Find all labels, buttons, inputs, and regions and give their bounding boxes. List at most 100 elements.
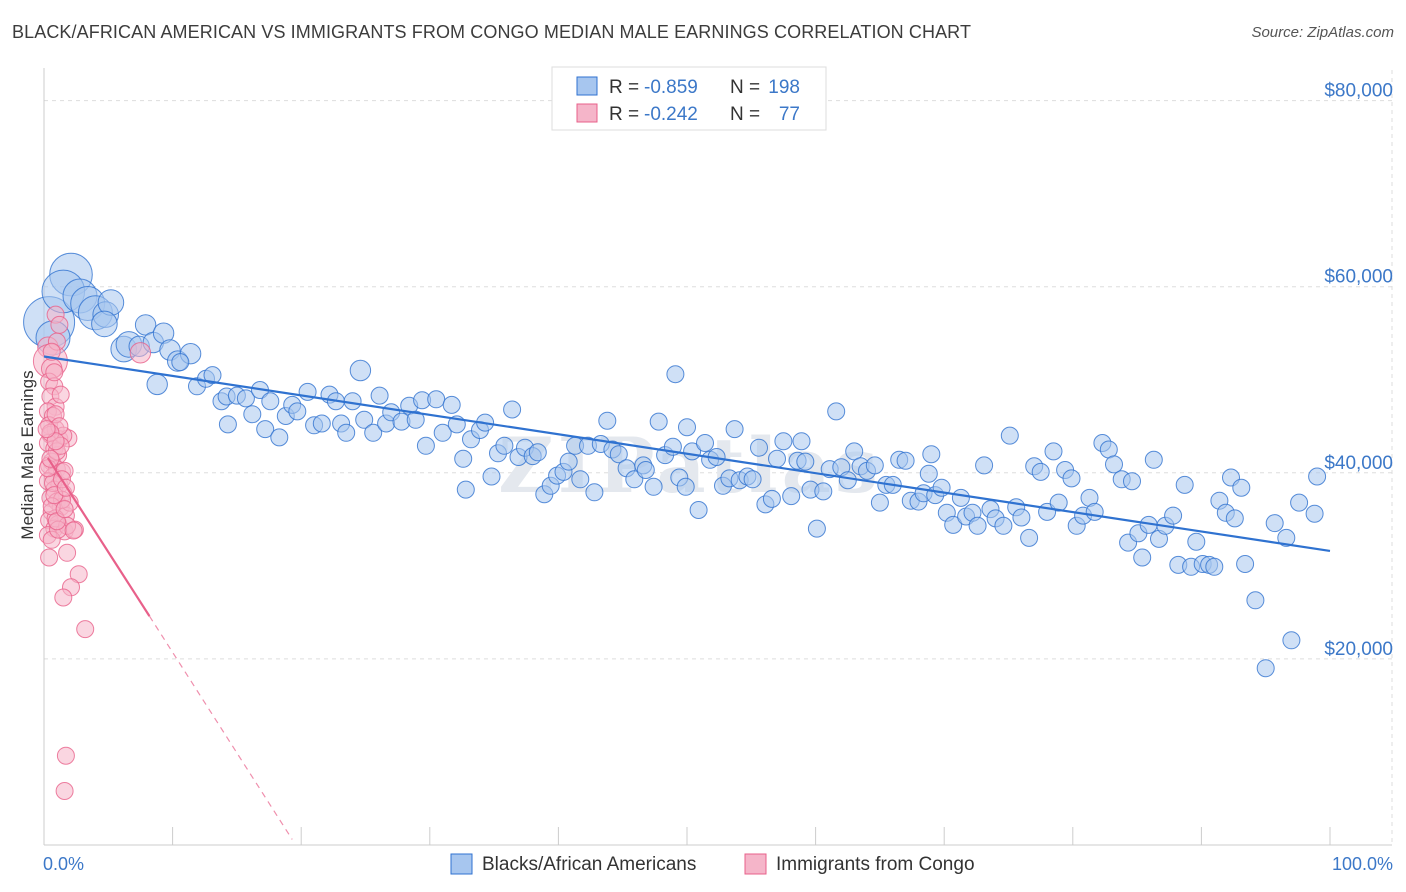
legend-r-value: -0.242: [644, 104, 698, 125]
data-point: [416, 436, 435, 455]
data-point: [1277, 528, 1296, 547]
data-point: [1265, 514, 1284, 533]
legend-n-value: 198: [768, 77, 800, 98]
legend-swatch: [744, 853, 767, 875]
data-point: [689, 501, 708, 519]
data-point: [1044, 442, 1063, 461]
trendline-congo-dashed: [148, 615, 293, 840]
data-point: [129, 342, 152, 364]
data-point: [1290, 493, 1309, 512]
x-tick-label-max: 100.0%: [1332, 854, 1393, 874]
data-point: [55, 782, 74, 800]
data-point: [55, 500, 74, 519]
legend-r-value: -0.859: [644, 77, 698, 98]
data-point: [256, 420, 275, 439]
data-point: [41, 449, 60, 468]
data-point: [571, 470, 590, 489]
y-tick-labels: $20,000 $40,000 $60,000 $80,000: [1324, 81, 1393, 660]
data-point: [845, 442, 864, 461]
data-point: [76, 620, 95, 639]
data-point: [58, 543, 77, 562]
data-point: [774, 432, 793, 451]
data-point: [768, 449, 786, 468]
data-point: [337, 423, 356, 442]
data-point: [427, 390, 446, 409]
data-point: [1175, 475, 1194, 494]
data-point: [355, 410, 374, 429]
data-point: [91, 310, 118, 338]
data-point: [349, 359, 372, 382]
data-point: [406, 410, 425, 429]
data-point: [636, 461, 655, 479]
legend-r-label: R =: [609, 77, 639, 98]
data-point: [725, 420, 744, 439]
data-point: [649, 412, 668, 431]
x-tick-labels: 0.0% 100.0%: [43, 854, 1393, 874]
data-point: [1133, 548, 1152, 567]
data-point: [782, 487, 801, 506]
data-point: [750, 438, 768, 457]
data-point: [975, 456, 994, 475]
data-point: [743, 470, 762, 489]
data-point: [370, 386, 389, 405]
data-point: [203, 366, 222, 385]
data-point: [919, 464, 938, 483]
data-point: [433, 423, 452, 442]
y-axis-label: Median Male Earnings: [18, 370, 37, 539]
data-point: [495, 436, 514, 455]
data-point: [482, 467, 501, 486]
data-point: [1085, 502, 1104, 521]
data-point: [796, 452, 815, 471]
data-point: [243, 405, 262, 424]
data-point: [1232, 478, 1251, 497]
trendline-blacks: [43, 355, 1331, 553]
data-point: [1105, 455, 1123, 474]
data-point: [870, 493, 889, 512]
data-point: [968, 516, 987, 535]
source-credit: Source: ZipAtlas.com: [1251, 24, 1394, 41]
data-point: [1187, 532, 1206, 551]
data-point: [50, 315, 69, 334]
data-point: [364, 423, 383, 442]
correlation-legend: R = -0.859 N = 198 R = -0.242 N = 77: [551, 66, 827, 131]
data-point: [454, 449, 473, 468]
data-point: [1031, 462, 1050, 481]
chart-title: BLACK/AFRICAN AMERICAN VS IMMIGRANTS FRO…: [12, 22, 972, 42]
data-point: [609, 445, 628, 464]
data-point: [37, 420, 56, 439]
legend-n-label: N =: [730, 104, 760, 125]
data-point: [456, 480, 475, 499]
data-point: [1205, 557, 1224, 576]
data-point: [1308, 467, 1327, 486]
series-congo-points: [32, 305, 152, 800]
data-point: [838, 471, 857, 490]
legend-swatch: [576, 76, 598, 96]
data-point: [1020, 528, 1039, 547]
data-point: [644, 477, 663, 496]
data-point: [827, 402, 846, 421]
data-point: [1236, 555, 1255, 573]
trendline-congo-solid: [46, 457, 151, 617]
legend-label: Immigrants from Congo: [776, 854, 975, 875]
data-point: [1000, 426, 1019, 445]
legend-n-value: 77: [779, 104, 800, 125]
data-point: [944, 515, 963, 534]
data-point: [40, 548, 59, 567]
data-point: [236, 389, 255, 408]
data-point: [64, 521, 83, 540]
data-point: [46, 432, 65, 451]
legend-swatch: [576, 103, 598, 123]
data-point: [1282, 631, 1301, 650]
series-blacks-points: [23, 252, 1327, 678]
data-point: [762, 489, 781, 508]
trendlines: [43, 355, 1331, 840]
y-axis-title: Median Male Earnings: [18, 370, 37, 539]
data-point: [218, 415, 237, 434]
data-point: [598, 411, 617, 430]
legend-label: Blacks/African Americans: [482, 854, 696, 875]
series-legend: Blacks/African Americans Immigrants from …: [450, 853, 975, 875]
data-point: [865, 456, 884, 475]
data-point: [1062, 469, 1081, 488]
data-point: [922, 445, 941, 464]
